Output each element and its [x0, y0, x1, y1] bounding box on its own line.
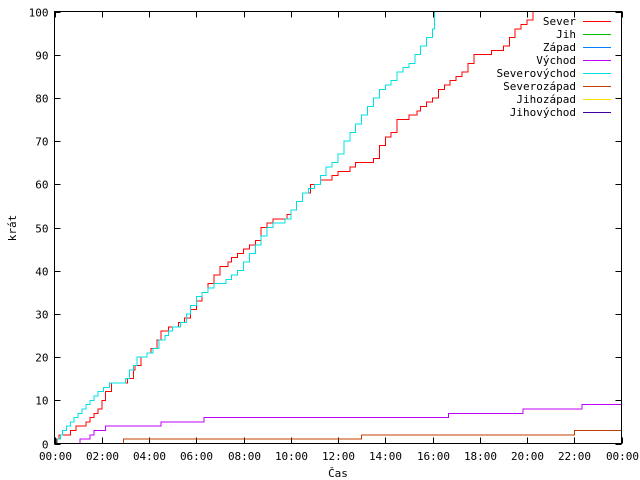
x-tick-label: 00:00: [39, 450, 72, 463]
series-line-3: [78, 404, 622, 444]
y-tick-label: 20: [35, 352, 48, 365]
x-tick-label: 08:00: [228, 450, 261, 463]
x-tick-label: 16:00: [417, 450, 450, 463]
legend-label: Severovýchod: [497, 67, 576, 80]
y-tick-label: 70: [35, 136, 48, 149]
x-tick-label: 04:00: [133, 450, 166, 463]
x-tick-label: 12:00: [322, 450, 355, 463]
legend-label: Sever: [543, 15, 576, 28]
y-tick-label: 80: [35, 93, 48, 106]
legend-label: Jihovýchod: [510, 106, 576, 119]
axis-ticks: [54, 11, 623, 445]
x-tick-label: 18:00: [464, 450, 497, 463]
plot-frame: [54, 11, 622, 444]
x-tick-label: 22:00: [558, 450, 591, 463]
x-tick-label: 00:00: [606, 450, 639, 463]
y-tick-label: 90: [35, 50, 48, 63]
x-tick-label: 02:00: [86, 450, 119, 463]
y-tick-label: 30: [35, 309, 48, 322]
legend-label: Jihozápad: [516, 93, 576, 106]
legend: SeverJihZápadVýchodSeverovýchodSeverozáp…: [497, 15, 611, 119]
y-tick-label: 100: [29, 7, 49, 20]
x-axis-label: Čas: [328, 467, 348, 480]
series-lines: [54, 11, 622, 444]
series-line-5: [121, 426, 622, 444]
legend-label: Jih: [556, 28, 576, 41]
x-tick-label: 20:00: [511, 450, 544, 463]
x-tick-label: 10:00: [275, 450, 308, 463]
legend-label: Západ: [543, 41, 576, 54]
x-tick-label: 06:00: [180, 450, 213, 463]
y-tick-label: 0: [42, 439, 49, 452]
tick-labels: 0 10 20 30 40 50 60 70 80 90 100 00:00 02:00 04:00 06:…: [29, 7, 639, 464]
legend-label: Východ: [536, 54, 576, 67]
y-tick-label: 10: [35, 395, 48, 408]
y-tick-label: 60: [35, 179, 48, 192]
series-line-4: [54, 11, 435, 444]
y-tick-label: 40: [35, 266, 48, 279]
y-axis-label: krát: [6, 215, 19, 242]
x-tick-label: 14:00: [369, 450, 402, 463]
y-tick-label: 50: [35, 223, 48, 236]
legend-label: Severozápad: [503, 80, 576, 93]
